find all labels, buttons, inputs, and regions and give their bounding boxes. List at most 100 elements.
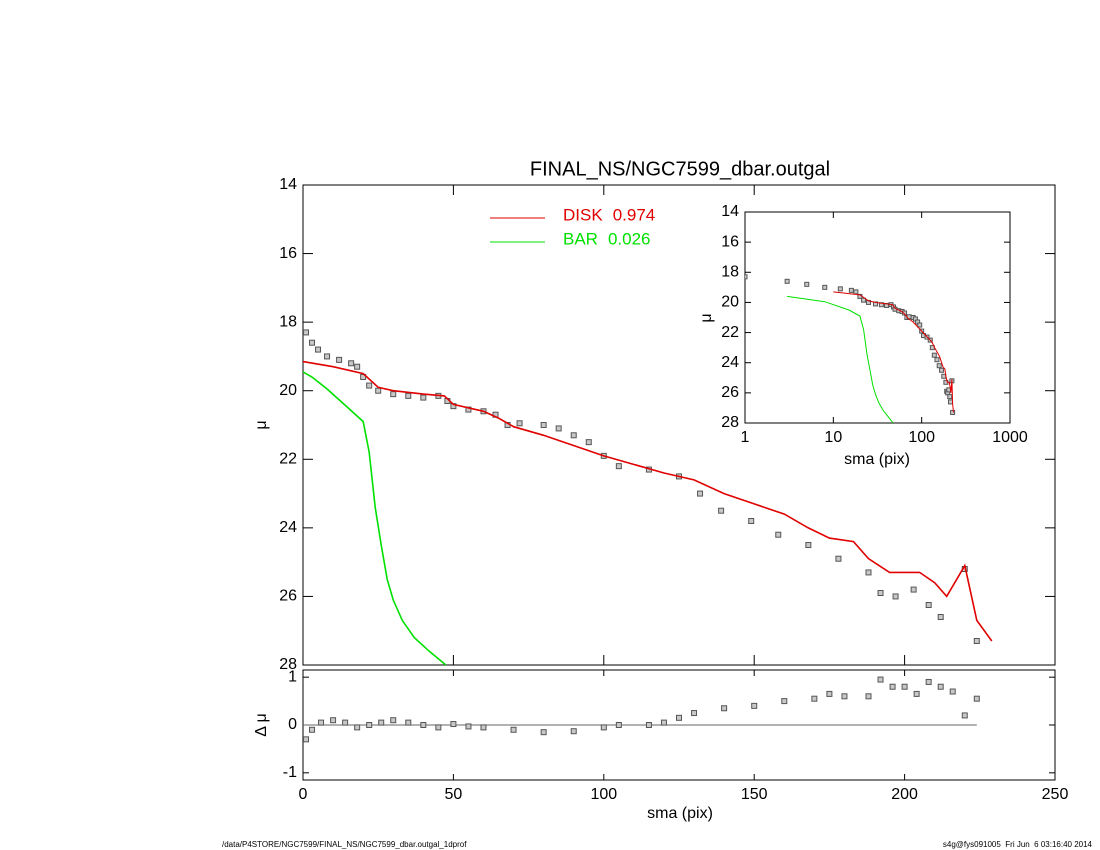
residual-point (435, 724, 442, 731)
x-tick-label: 200 (891, 786, 918, 803)
residual-point (342, 719, 349, 726)
y-tick-label: 18 (279, 313, 297, 330)
y-tick-label: 16 (721, 233, 739, 250)
residual-point (405, 719, 412, 726)
legend-weight: 0.026 (608, 229, 651, 248)
data-point (805, 542, 812, 548)
residual-y-label: Δ μ (253, 713, 270, 736)
residual-point (865, 693, 872, 700)
y-tick-label: 20 (279, 382, 297, 399)
data-point (405, 392, 412, 399)
x-tick-label: 250 (1042, 786, 1069, 803)
y-tick-label: -1 (283, 764, 297, 781)
residual-point (937, 683, 944, 690)
data-point (315, 346, 322, 353)
data-point (941, 373, 947, 379)
plot-frame (302, 184, 1056, 666)
data-point (947, 394, 953, 400)
residual-point (925, 678, 932, 685)
data-point (375, 387, 382, 394)
y-tick-label: 24 (721, 354, 739, 371)
residual-point (645, 722, 652, 728)
data-point (516, 420, 523, 427)
residual-point (318, 719, 325, 726)
residual-point (615, 722, 622, 728)
data-point (934, 357, 940, 363)
data-point (936, 363, 942, 369)
data-point (348, 360, 355, 367)
footer-left: /data/P4STORE/NGC7599/FINAL_NS/NGC7599_d… (222, 840, 467, 849)
residual-point (901, 683, 908, 690)
residual-point (420, 722, 427, 728)
residual-point (949, 688, 956, 695)
y-tick-label: 14 (721, 203, 739, 220)
legend-label: DISK (563, 205, 603, 224)
data-point (837, 286, 843, 292)
data-point (324, 353, 331, 360)
plot-frame (744, 211, 1011, 424)
y-tick-label: 28 (721, 414, 739, 431)
x-tick-label: 1 (741, 429, 750, 446)
data-point (892, 593, 899, 600)
residual-point (600, 724, 607, 731)
data-point (745, 274, 748, 280)
residual-point (877, 676, 884, 683)
x-tick-label: 100 (590, 786, 617, 803)
data-point (877, 590, 884, 596)
data-point (937, 614, 944, 620)
residual-point (450, 721, 457, 728)
x-tick-label: 10 (824, 429, 842, 446)
data-point (336, 356, 343, 363)
data-point (950, 409, 956, 415)
data-point (390, 391, 397, 398)
data-point (853, 289, 859, 295)
inset-x-label: sma (pix) (844, 451, 910, 468)
data-point (902, 310, 908, 316)
residual-point (366, 722, 373, 728)
residual-point (540, 729, 547, 736)
residual-point (889, 683, 896, 690)
data-point (931, 352, 937, 358)
residual-point (781, 698, 788, 705)
profile-line (302, 371, 447, 666)
data-point (615, 463, 622, 470)
data-point (570, 432, 577, 439)
x-tick-label: 1000 (992, 429, 1028, 446)
data-point (555, 425, 562, 432)
residual-point (751, 702, 758, 709)
data-point (748, 518, 755, 524)
data-point (939, 367, 945, 373)
data-point (804, 281, 810, 287)
inset-y-label: μ (698, 313, 715, 322)
residual-point (660, 719, 667, 726)
data-point (865, 569, 872, 576)
residual-point (330, 717, 337, 724)
y-tick-label: 20 (721, 294, 739, 311)
legend-label: BAR (563, 229, 598, 248)
residual-point (570, 728, 577, 735)
data-point (309, 339, 316, 346)
data-point (835, 555, 842, 562)
residual-point (961, 712, 968, 719)
residual-point (303, 736, 310, 743)
data-point (697, 490, 704, 497)
data-point (973, 638, 980, 644)
residual-point (913, 690, 920, 697)
data-point (303, 329, 310, 336)
residual-point (378, 719, 385, 726)
profile-line (833, 291, 954, 413)
x-tick-label: 0 (299, 786, 308, 803)
data-point (848, 287, 854, 293)
chart-title: FINAL_NS/NGC7599_dbar.outgal (530, 158, 830, 180)
residual-point (465, 723, 472, 730)
y-tick-label: 0 (288, 716, 297, 733)
residual-point (811, 695, 818, 702)
y-tick-label: 28 (279, 656, 297, 673)
residual-point (691, 710, 698, 717)
y-tick-label: 22 (721, 324, 739, 341)
y-tick-label: 26 (721, 384, 739, 401)
data-point (947, 399, 953, 405)
data-point (910, 586, 917, 593)
y-tick-label: 16 (279, 245, 297, 262)
residual-point (721, 705, 728, 712)
